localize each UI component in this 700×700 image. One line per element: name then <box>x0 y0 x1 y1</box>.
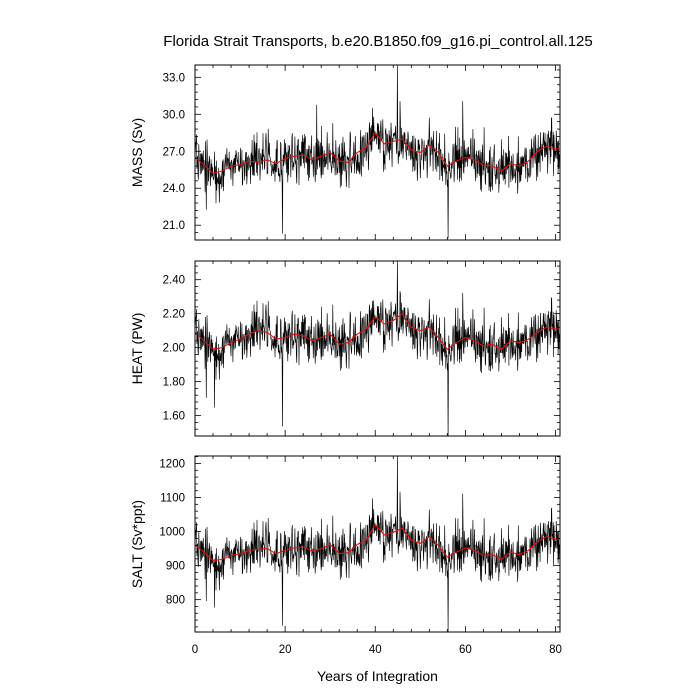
heat-ylabel: HEAT (PW) <box>129 313 145 385</box>
mass-ytick-label: 33.0 <box>163 72 185 84</box>
heat-ytick-label: 2.40 <box>163 275 185 287</box>
salt-ytick-label: 1100 <box>160 493 185 505</box>
salt-ytick-label: 1000 <box>159 527 185 539</box>
mass-ytick-label: 27.0 <box>163 146 185 158</box>
salt-xtick-label: 80 <box>549 644 562 656</box>
mass-frame <box>194 64 561 241</box>
mass-ylabel: MASS (Sv) <box>129 118 145 187</box>
salt-xtick-label: 60 <box>459 644 472 656</box>
mass-ytick-label: 21.0 <box>163 220 185 232</box>
salt-monthly-line <box>195 456 560 632</box>
heat-monthly-line <box>195 261 560 436</box>
heat-ytick-label: 1.60 <box>163 411 185 423</box>
heat-panel: 1.60 1.80 2.00 2.20 2.40 HEAT (PW) <box>129 260 561 437</box>
salt-panel: 800 900 1000 1100 1200 0 20 40 60 80 SALT (Sv*ppt)… <box>129 455 562 684</box>
mass-monthly-line <box>195 65 560 239</box>
salt-ytick-label: 900 <box>166 561 185 573</box>
heat-ytick-label: 1.80 <box>163 377 185 389</box>
salt-xtick-label: 40 <box>369 644 382 656</box>
salt-ytick-label: 1200 <box>159 458 185 470</box>
heat-ytick-label: 2.20 <box>163 309 185 321</box>
salt-xtick-label: 0 <box>192 644 198 656</box>
chart-title: Florida Strait Transports, b.e20.B1850.f… <box>163 33 592 50</box>
salt-ytick-label: 800 <box>166 595 185 607</box>
heat-ytick-label: 2.00 <box>163 343 185 355</box>
x-axis-label: Years of Integration <box>317 668 438 684</box>
salt-xtick-label: 20 <box>279 644 292 656</box>
heat-smoothed-line <box>195 312 560 351</box>
salt-smoothed-line <box>195 523 560 562</box>
mass-panel: 21.0 24.0 27.0 30.0 33.0 MASS (Sv) <box>129 64 561 241</box>
salt-frame <box>194 455 561 633</box>
mass-ytick-label: 30.0 <box>163 109 185 121</box>
salt-ylabel: SALT (Sv*ppt) <box>129 500 145 588</box>
mass-smoothed-line <box>195 131 560 175</box>
heat-frame <box>194 260 561 437</box>
mass-ytick-label: 24.0 <box>163 183 185 195</box>
